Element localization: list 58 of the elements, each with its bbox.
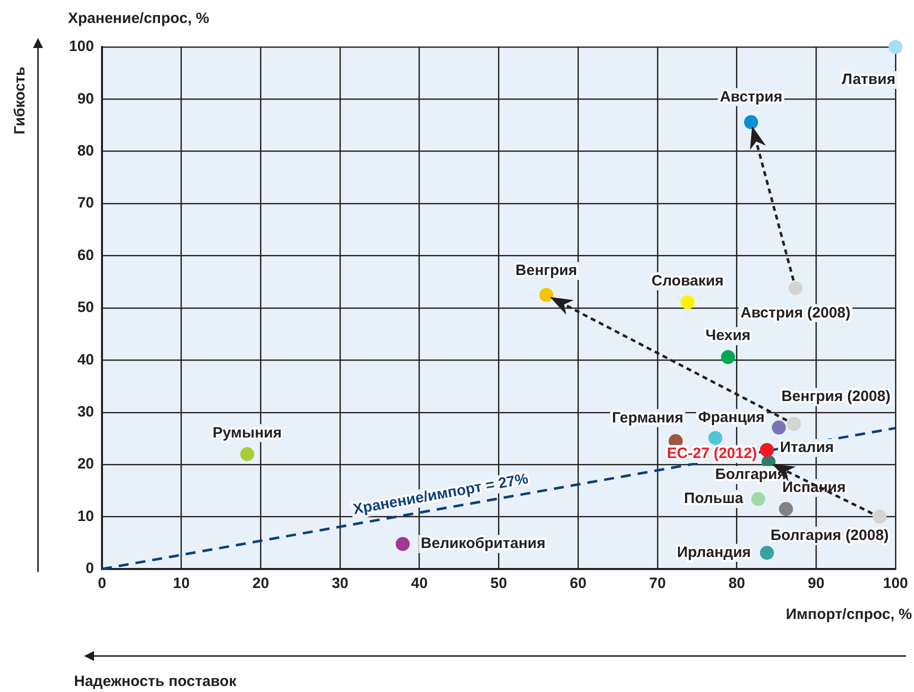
series-label: Польша	[684, 490, 744, 508]
x-tick-label: 80	[728, 575, 746, 592]
series-label: Франция	[698, 409, 765, 426]
point	[680, 295, 695, 310]
series-label: Ирландия	[676, 544, 751, 561]
y-tick-label: 60	[77, 246, 94, 264]
x-axis-title: Импорт/спрос, %	[786, 606, 912, 623]
series-label: Латвия	[842, 71, 896, 88]
series-label: Великобритания	[420, 535, 546, 552]
y-tick-label: 70	[77, 194, 94, 212]
x-tick-label: 90	[808, 575, 824, 592]
point	[539, 288, 554, 302]
y-tick-label: 30	[77, 404, 94, 421]
series-label: Болгария (2008)	[770, 526, 889, 544]
x-tick-label: 20	[252, 575, 270, 592]
series-label: Венгрия	[516, 262, 578, 280]
text: Гибкость	[11, 66, 28, 134]
y-tick-label: 10	[77, 508, 94, 525]
y-tick-label: 90	[77, 90, 94, 108]
point	[888, 40, 902, 54]
series-label: Австрия (2008)	[740, 304, 851, 322]
series-label: Венгрия (2008)	[781, 388, 890, 406]
series-label: Словакия	[652, 272, 724, 290]
point	[788, 281, 803, 296]
x-tick-label: 30	[332, 575, 348, 592]
series-label: Австрия	[720, 88, 782, 106]
series-label: Чехия	[706, 327, 751, 344]
point	[751, 492, 766, 506]
point	[760, 442, 774, 457]
point	[872, 510, 887, 524]
point	[744, 115, 758, 130]
x-tick-label: 50	[490, 575, 508, 592]
series-label: ЕС-27 (2012)	[666, 445, 757, 462]
series-label: Румыния	[212, 424, 282, 442]
y-tick-label: 40	[77, 351, 94, 368]
point	[396, 536, 410, 551]
point	[778, 502, 793, 516]
text: Надежность поставок	[74, 673, 236, 690]
y-axis-title: Хранение/спрос, %	[68, 10, 210, 27]
point	[772, 420, 786, 435]
y-tick-label: 50	[77, 299, 94, 316]
y-tick-label: 0	[86, 560, 94, 578]
y-tick-label: 20	[77, 456, 94, 473]
x-tick-label: 60	[570, 575, 586, 592]
point	[760, 546, 774, 560]
point	[708, 430, 722, 445]
x-tick-label: 10	[173, 575, 190, 592]
y-tick-label: 80	[77, 142, 94, 160]
x-tick-label: 40	[411, 575, 428, 592]
point	[786, 416, 801, 431]
x-tick-label: 100	[882, 575, 908, 592]
x-tick-label: 70	[649, 575, 666, 592]
annotation: Италия	[780, 439, 834, 456]
series-label: Германия	[612, 409, 684, 426]
point	[240, 447, 254, 462]
y-tick-label: 100	[68, 38, 94, 56]
x-tick-label: 0	[98, 575, 106, 592]
point	[721, 350, 736, 364]
